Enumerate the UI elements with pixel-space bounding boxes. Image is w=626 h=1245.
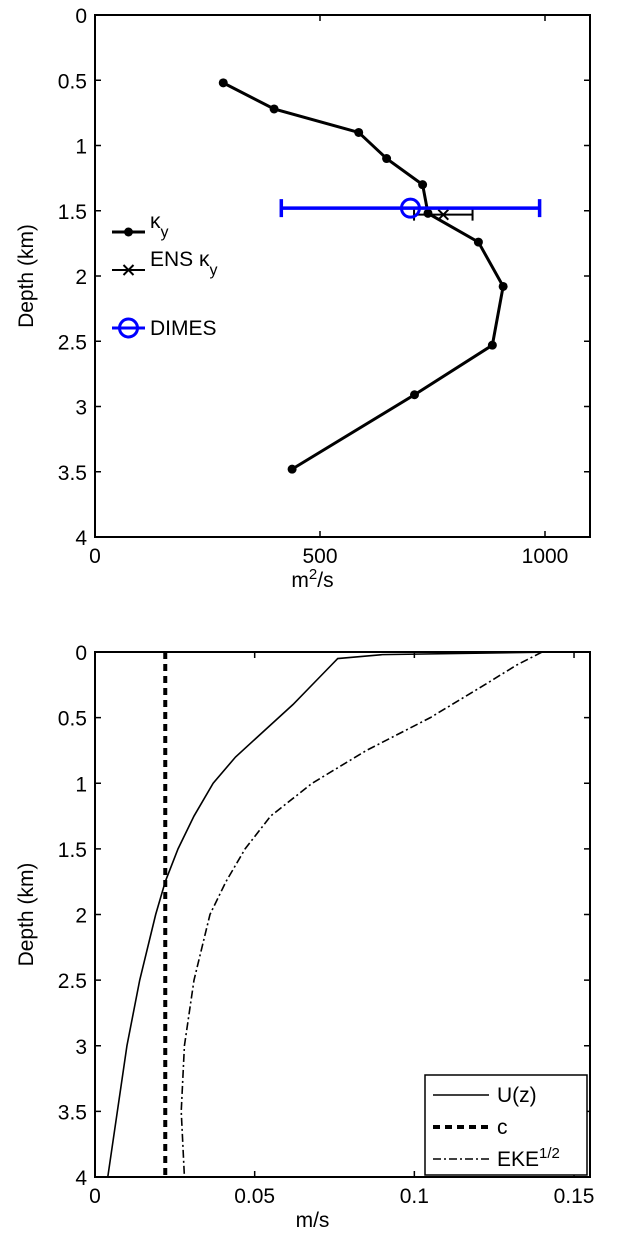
marker-dot: [382, 154, 392, 164]
x-tick-label: 0.1: [400, 1185, 429, 1208]
y-tick-label: 3.5: [58, 462, 87, 485]
y-tick-label: 0: [75, 642, 87, 665]
marker-dot: [354, 127, 364, 137]
legend-label-main: DIMES: [150, 317, 217, 340]
marker-dot: [418, 180, 428, 190]
marker-x: [437, 208, 450, 221]
legend-label-sup: 1/2: [539, 1145, 560, 1162]
x-tick-label: 0: [89, 1185, 101, 1208]
marker-circle: [118, 317, 139, 339]
legend-label: κy: [150, 210, 169, 241]
x-axis-label-sup: 2: [309, 566, 317, 583]
x-tick-label: 0.05: [234, 1185, 275, 1208]
y-axis-label: Depth (km): [15, 863, 38, 967]
legend-label: c: [497, 1116, 508, 1139]
y-axis-label: Depth (km): [15, 224, 38, 328]
y-tick-label: 1: [75, 773, 87, 796]
legend-label: U(z): [497, 1084, 537, 1107]
legend-label-main: ENS κ: [150, 248, 210, 271]
marker-dot: [487, 340, 497, 350]
y-tick-label: 4: [75, 527, 87, 550]
y-tick-label: 4: [75, 1167, 87, 1190]
y-tick-label: 2.5: [58, 331, 87, 354]
y-tick-label: 0.5: [58, 708, 87, 731]
x-tick-label: 0.15: [554, 1185, 595, 1208]
marker-dot: [410, 390, 419, 400]
y-tick-label: 2: [75, 266, 87, 289]
series-line: [106, 651, 559, 1178]
y-tick-label: 1.5: [58, 839, 87, 862]
marker-dot: [423, 208, 433, 218]
legend-label-sub: y: [210, 262, 218, 279]
series-line: [180, 651, 543, 1178]
y-tick-label: 3: [75, 397, 87, 420]
marker-x: [122, 264, 135, 276]
x-axis-label-main: m: [291, 569, 309, 592]
legend-label-main: κ: [150, 210, 161, 233]
marker-circle: [399, 197, 421, 219]
y-tick-label: 2.5: [58, 970, 87, 993]
series: [279, 197, 542, 219]
axes-box: [94, 14, 591, 538]
x-axis-label: m2/s: [291, 566, 333, 593]
y-tick-label: 3: [75, 1036, 87, 1059]
series: [106, 651, 559, 1178]
y-tick-label: 2: [75, 905, 87, 928]
y-tick-label: 0: [75, 5, 87, 28]
legend-label-main: c: [497, 1116, 508, 1139]
series: [218, 78, 508, 474]
y-tick-label: 3.5: [58, 1101, 87, 1124]
legend-label-main: U(z): [497, 1084, 537, 1107]
error-bar: [279, 199, 542, 218]
marker-dot: [124, 227, 133, 237]
legend-label-sub: y: [161, 224, 169, 241]
series: [413, 208, 474, 221]
marker-dot: [498, 281, 508, 291]
y-tick-label: 1: [75, 136, 87, 159]
marker-dot: [218, 78, 228, 88]
x-tick-label: 0: [89, 545, 101, 568]
x-axis-label: m/s: [296, 1209, 330, 1232]
x-axis-label-main: m/s: [296, 1209, 330, 1232]
marker-dot: [287, 464, 297, 474]
marker-dot: [269, 104, 279, 114]
series-line: [222, 81, 505, 471]
y-tick-label: 1.5: [58, 201, 87, 224]
x-axis-label-rest: /s: [317, 569, 333, 592]
legend-label: ENS κy: [150, 248, 218, 279]
x-tick-label: 1000: [522, 545, 569, 568]
legend-label: EKE1/2: [497, 1145, 560, 1172]
marker-dot: [473, 237, 483, 247]
y-tick-label: 0.5: [58, 70, 87, 93]
legend-label: DIMES: [150, 317, 217, 340]
legend-label-main: EKE: [497, 1148, 539, 1171]
x-tick-label: 500: [302, 545, 337, 568]
series: [180, 651, 543, 1178]
